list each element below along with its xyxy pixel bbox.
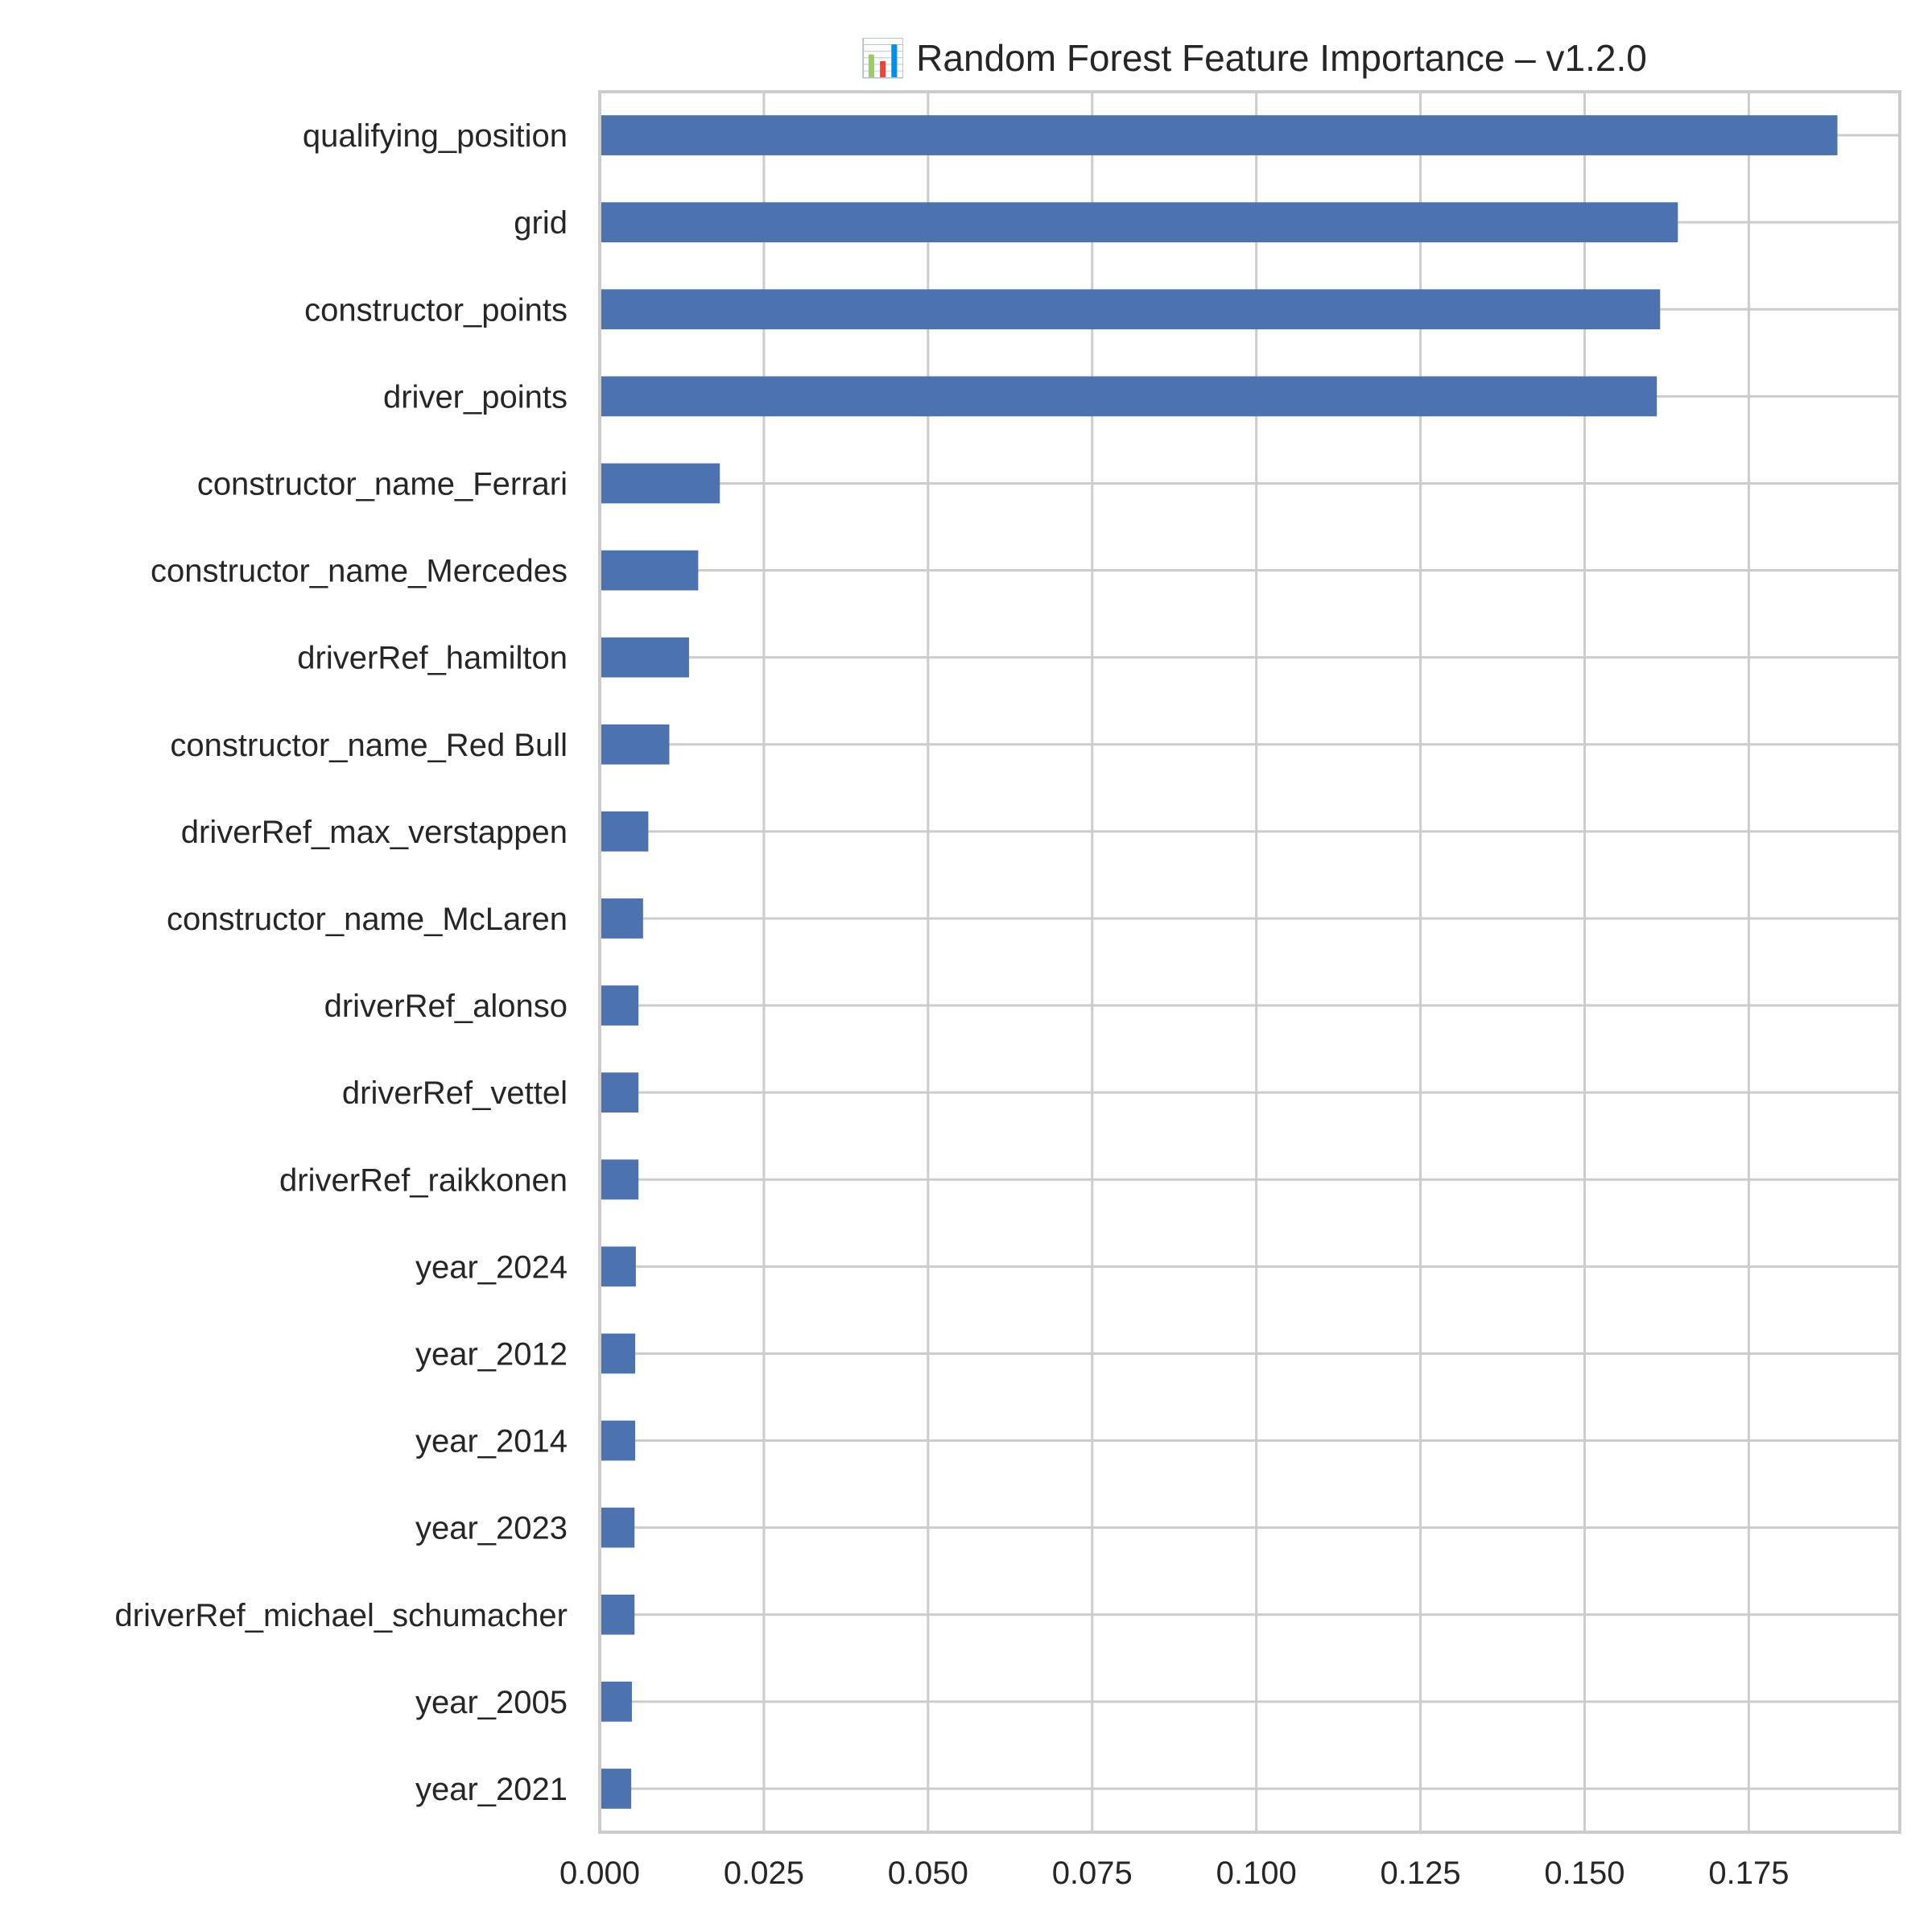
bar — [600, 202, 1678, 243]
chart-title: 📊 Random Forest Feature Importance – v1.… — [860, 37, 1647, 80]
category-label: grid — [514, 205, 568, 241]
category-label: year_2005 — [415, 1685, 568, 1720]
bar — [600, 985, 639, 1026]
bar — [600, 1594, 635, 1635]
x-tick-label: 0.175 — [1708, 1856, 1789, 1891]
category-label: constructor_name_McLaren — [167, 902, 568, 937]
x-tick-label: 0.000 — [559, 1856, 640, 1891]
bar — [600, 376, 1657, 417]
bar — [600, 1769, 632, 1809]
category-label: year_2024 — [415, 1249, 568, 1285]
bar — [600, 463, 720, 504]
bar — [600, 1507, 635, 1548]
bar-series — [600, 115, 1838, 1809]
category-label: year_2012 — [415, 1336, 568, 1372]
bar — [600, 724, 670, 765]
category-label: year_2014 — [415, 1424, 568, 1459]
category-label: constructor_name_Red Bull — [170, 728, 568, 763]
grid-lines — [598, 92, 1900, 1832]
bar — [600, 289, 1661, 330]
category-label: constructor_name_Ferrari — [197, 466, 568, 502]
category-label: driverRef_alonso — [324, 989, 568, 1024]
category-label: driverRef_vettel — [342, 1075, 568, 1111]
x-tick-labels: 0.000 0.025 0.050 0.075 0.100 0.125 0.150 0.175 — [559, 1856, 1790, 1891]
bar — [600, 637, 689, 678]
category-label: qualifying_position — [303, 118, 568, 154]
bar — [600, 550, 699, 591]
category-label: constructor_points — [304, 292, 568, 328]
x-tick-label: 0.100 — [1216, 1856, 1297, 1891]
bar — [600, 115, 1838, 155]
bar — [600, 1246, 636, 1287]
category-label: year_2023 — [415, 1511, 568, 1546]
category-label: constructor_name_Mercedes — [151, 554, 568, 589]
plot-frame — [598, 90, 1901, 1834]
x-tick-label: 0.125 — [1381, 1856, 1461, 1891]
x-tick-label: 0.025 — [724, 1856, 804, 1891]
category-label: driver_points — [383, 379, 568, 415]
bar — [600, 898, 643, 939]
bar — [600, 1681, 632, 1722]
bar — [600, 1333, 636, 1374]
bar — [600, 1159, 639, 1200]
x-tick-label: 0.150 — [1544, 1856, 1624, 1891]
category-label: driverRef_raikkonen — [279, 1162, 568, 1198]
bar — [600, 1072, 639, 1113]
plot-border — [598, 90, 1901, 1834]
x-tick-label: 0.050 — [888, 1856, 968, 1891]
category-label: year_2021 — [415, 1772, 568, 1807]
x-tick-label: 0.075 — [1052, 1856, 1133, 1891]
category-label: driverRef_max_verstappen — [181, 815, 568, 850]
bar — [600, 1420, 636, 1461]
category-label: driverRef_michael_schumacher — [115, 1598, 568, 1633]
category-label: driverRef_hamilton — [297, 641, 568, 676]
bar — [600, 811, 649, 852]
